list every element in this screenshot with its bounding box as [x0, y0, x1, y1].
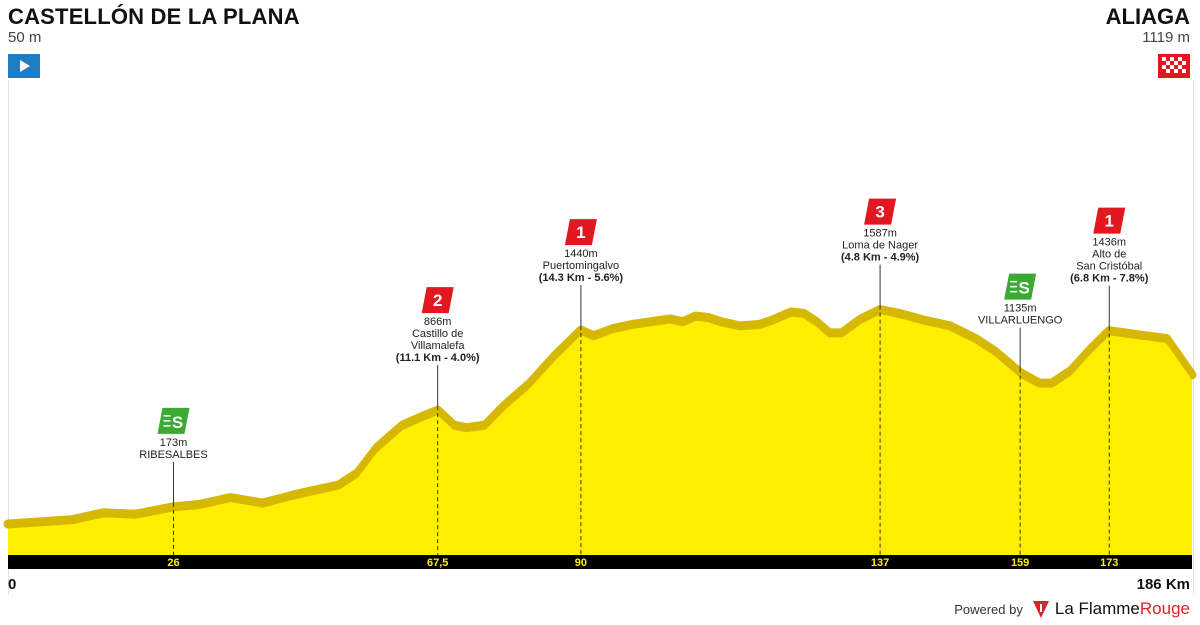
sprint-badge [157, 407, 190, 434]
flamme-rouge-icon [1032, 601, 1049, 618]
kom-category-badge [564, 219, 597, 246]
finish-altitude: 1119 m [1142, 29, 1190, 46]
finish-town-name: ALIAGA [1105, 4, 1190, 29]
brand-logo: La FlammeRouge [1031, 599, 1190, 619]
marker-name-label: Loma de Nager [842, 240, 918, 252]
km-axis-tick-label: 137 [871, 557, 889, 569]
marker-name-label: San Cristóbal [1076, 261, 1142, 273]
km-start-label: 0 [8, 576, 17, 593]
profile-ridge [3, 305, 1197, 529]
sprint-badge [1004, 273, 1037, 300]
marker-name-label: Villamalefa [411, 340, 465, 352]
profile-area-inner [8, 314, 1192, 564]
kom-category-badge [1093, 207, 1126, 234]
km-axis-bar [8, 555, 1192, 569]
marker-altitude-label: 1440m [564, 248, 598, 260]
finish-flag-icon [1158, 54, 1190, 78]
sprint-badge-letter: S [172, 413, 183, 432]
kom-category-badge [864, 198, 897, 225]
marker-climb-detail: (4.8 Km - 4.9%) [841, 252, 920, 264]
marker-name-label: Castillo de [412, 328, 463, 340]
km-axis-tick-label: 26 [167, 557, 179, 569]
km-total-label: 186 Km [1136, 576, 1190, 593]
brand-name: La FlammeRouge [1054, 599, 1190, 618]
kom-category-number: 1 [1105, 212, 1114, 231]
kom-category-number: 3 [875, 203, 884, 222]
km-axis-tick-label: 67,5 [427, 557, 448, 569]
marker-altitude-label: 1587m [863, 228, 897, 240]
km-axis-tick-label: 159 [1011, 557, 1029, 569]
sprint-badge-letter: S [1018, 279, 1029, 298]
marker-altitude-label: 1135m [1004, 303, 1037, 315]
start-town-name: CASTELLÓN DE LA PLANA [8, 4, 300, 29]
marker-name-label: Alto de [1092, 249, 1126, 261]
profile-frame [8, 80, 1194, 595]
marker-altitude-label: 866m [424, 316, 452, 328]
km-axis-tick-label: 90 [575, 557, 587, 569]
marker-altitude-label: 173m [160, 437, 188, 449]
marker-climb-detail: (11.1 Km - 4.0%) [396, 352, 480, 364]
marker-name-label: Puertomingalvo [543, 260, 619, 272]
powered-by-label: Powered by [954, 601, 1023, 617]
powered-by: Powered by La FlammeRouge [954, 598, 1190, 620]
kom-category-badge [421, 287, 454, 314]
start-flag-icon [8, 54, 40, 78]
marker-name-label: VILLARLUENGO [978, 315, 1063, 327]
marker-climb-detail: (6.8 Km - 7.8%) [1070, 273, 1149, 285]
kom-category-number: 2 [433, 291, 442, 310]
km-axis-tick-label: 173 [1100, 557, 1118, 569]
marker-climb-detail: (14.3 Km - 5.6%) [539, 272, 624, 284]
kom-category-number: 1 [576, 223, 585, 242]
start-altitude: 50 m [8, 29, 42, 46]
marker-altitude-label: 1436m [1092, 237, 1126, 249]
marker-name-label: RIBESALBES [139, 449, 207, 461]
